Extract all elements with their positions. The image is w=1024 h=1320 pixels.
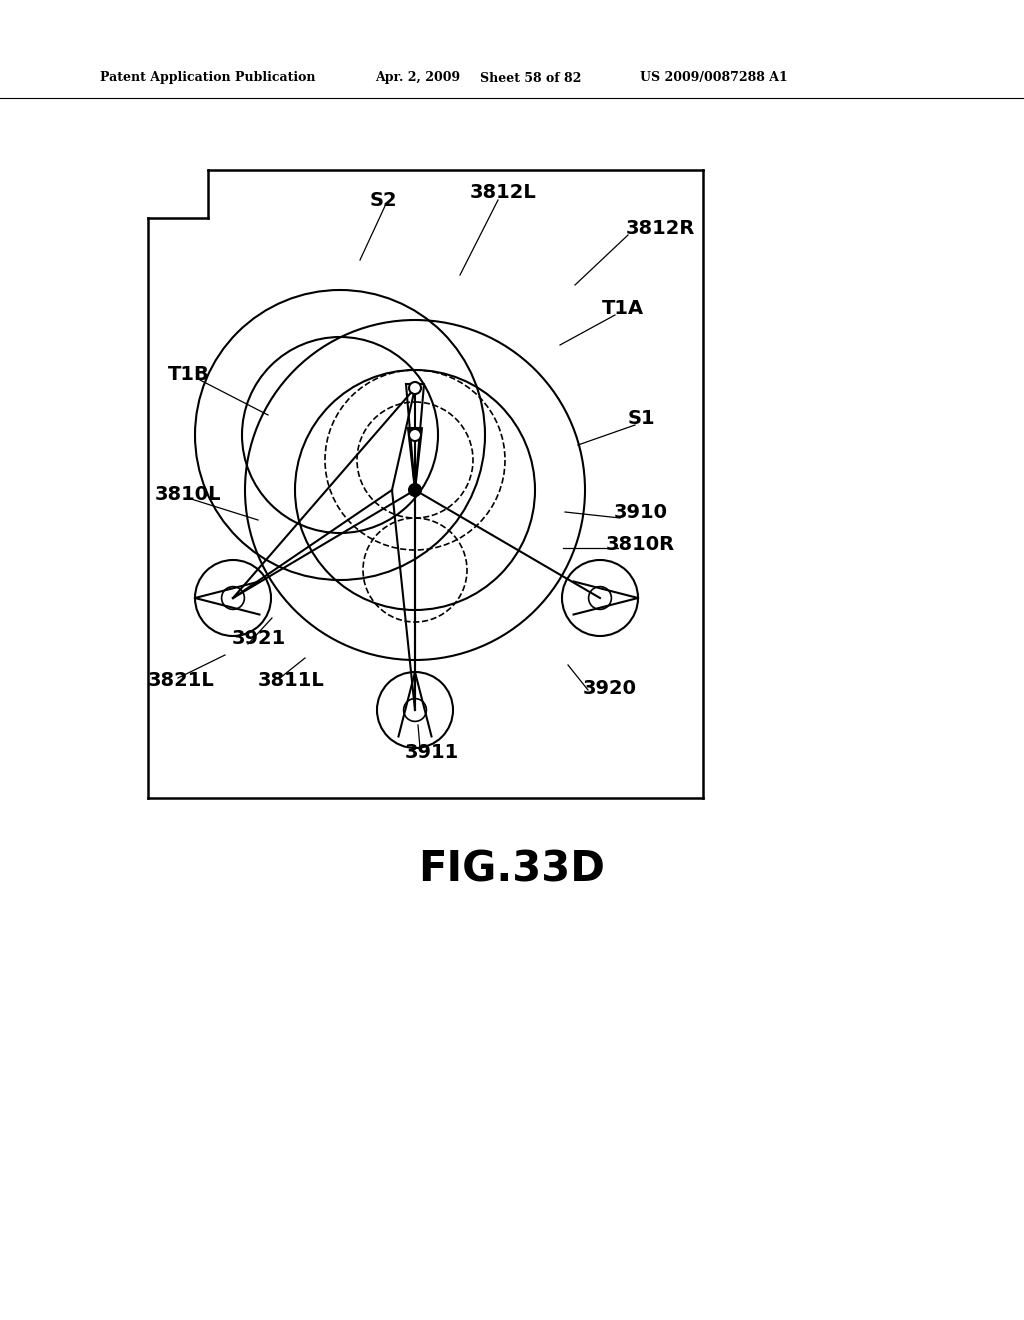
Text: 3810L: 3810L — [155, 486, 221, 504]
Text: 3920: 3920 — [583, 678, 637, 697]
Text: 3810R: 3810R — [606, 536, 675, 554]
Text: 3910: 3910 — [614, 503, 668, 521]
Text: FIG.33D: FIG.33D — [419, 849, 605, 891]
Text: 3811L: 3811L — [258, 671, 325, 689]
Circle shape — [409, 484, 421, 496]
Text: S2: S2 — [370, 190, 397, 210]
Text: Apr. 2, 2009: Apr. 2, 2009 — [375, 71, 460, 84]
Circle shape — [409, 429, 421, 441]
Circle shape — [409, 381, 421, 393]
Text: Sheet 58 of 82: Sheet 58 of 82 — [480, 71, 582, 84]
Text: US 2009/0087288 A1: US 2009/0087288 A1 — [640, 71, 787, 84]
Text: T1A: T1A — [602, 298, 644, 318]
Text: Patent Application Publication: Patent Application Publication — [100, 71, 315, 84]
Text: T1B: T1B — [168, 366, 210, 384]
Text: 3812L: 3812L — [470, 183, 537, 202]
Text: S1: S1 — [628, 408, 655, 428]
Text: 3821L: 3821L — [148, 671, 215, 689]
Text: 3812R: 3812R — [626, 219, 695, 238]
Text: 3921: 3921 — [232, 628, 287, 648]
Text: 3911: 3911 — [406, 742, 459, 762]
